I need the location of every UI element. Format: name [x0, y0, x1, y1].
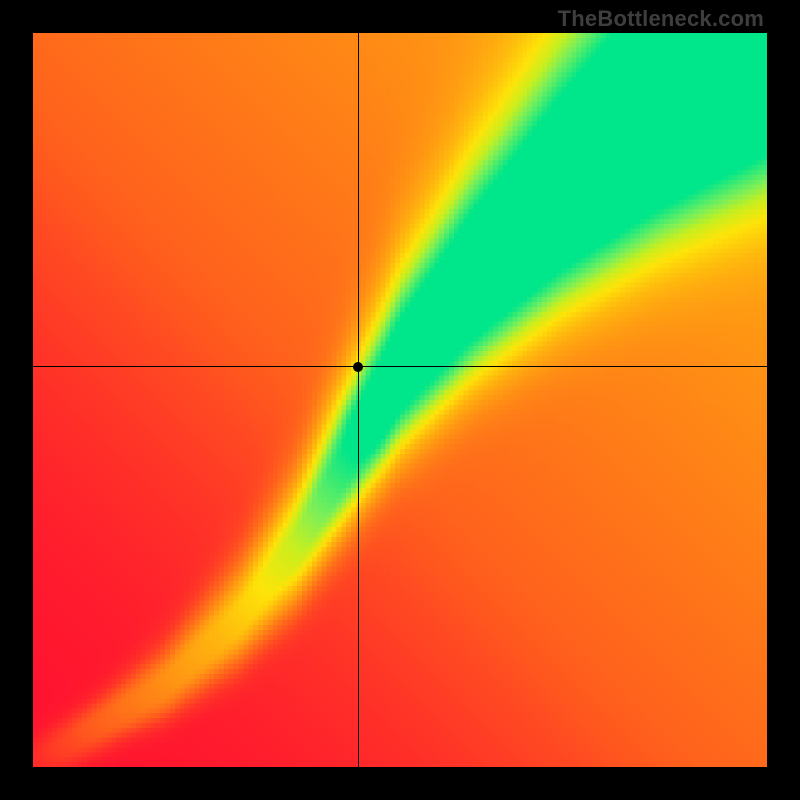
chart-container: TheBottleneck.com	[0, 0, 800, 800]
crosshair-horizontal	[33, 366, 767, 367]
watermark-text: TheBottleneck.com	[558, 6, 764, 32]
crosshair-vertical	[358, 33, 359, 767]
heatmap-canvas	[33, 33, 767, 767]
